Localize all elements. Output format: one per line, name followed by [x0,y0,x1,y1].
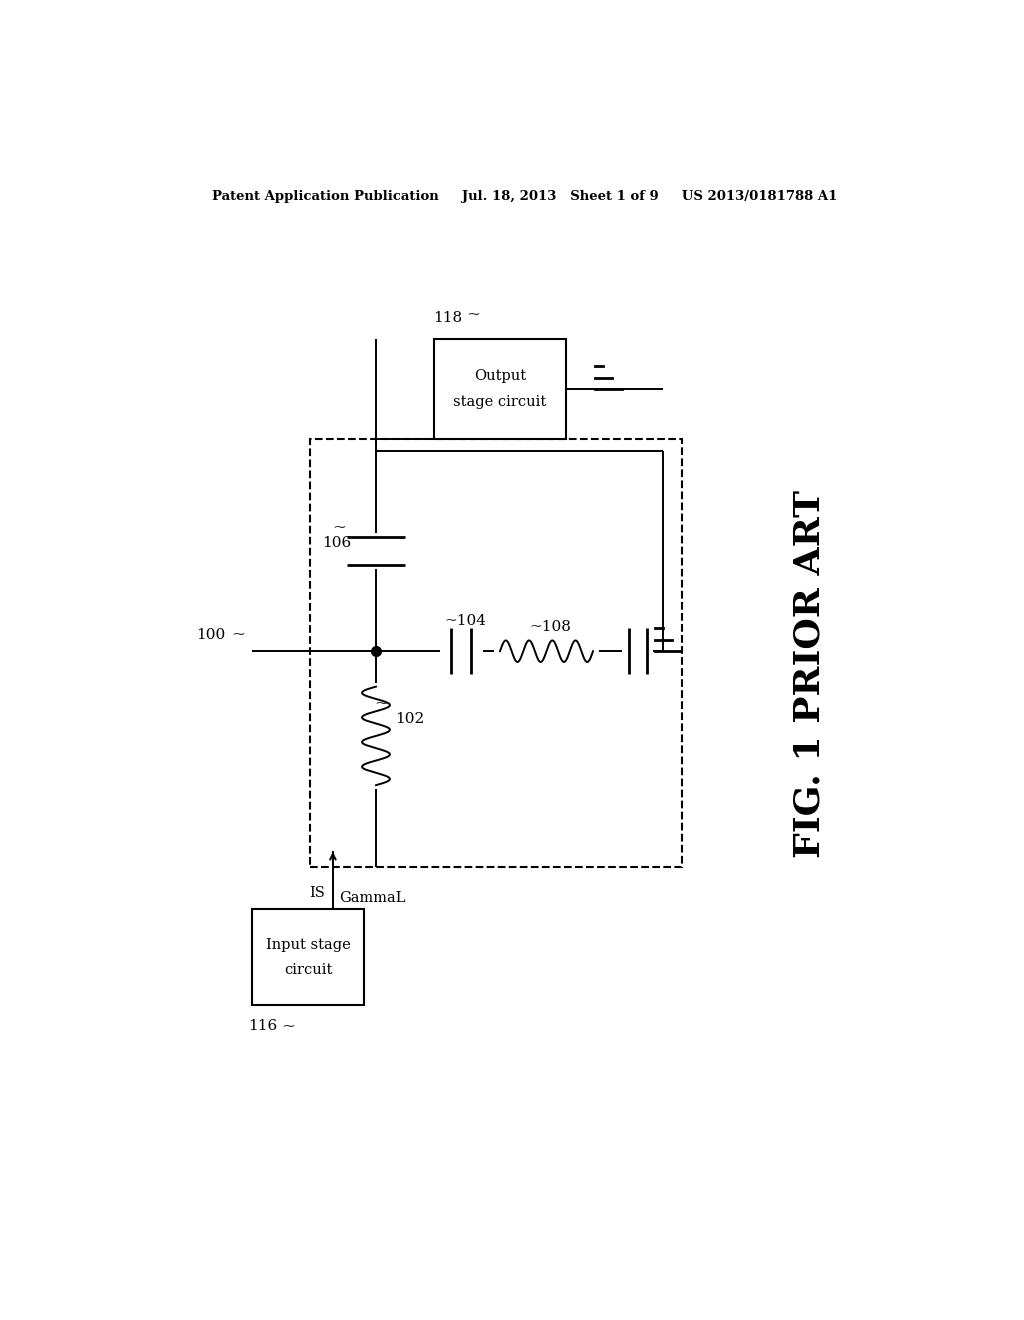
Text: 118: 118 [433,312,463,326]
Text: 116: 116 [248,1019,278,1034]
Text: ~: ~ [332,517,346,535]
Text: ~: ~ [282,1016,296,1034]
Text: ~108: ~108 [529,620,571,635]
Text: circuit: circuit [284,962,333,977]
Text: stage circuit: stage circuit [454,396,547,409]
Text: ~: ~ [231,624,245,642]
Text: ~: ~ [375,693,388,710]
Text: 100: 100 [196,628,225,642]
Text: IS: IS [309,886,326,900]
Text: GammaL: GammaL [339,891,406,906]
Bar [310,440,682,867]
Text: Patent Application Publication     Jul. 18, 2013   Sheet 1 of 9     US 2013/0181: Patent Application Publication Jul. 18, … [212,190,838,203]
Text: 106: 106 [322,536,351,550]
Text: Output: Output [474,370,526,383]
Bar [434,339,566,440]
Text: ~: ~ [467,305,480,322]
Bar [252,909,365,1006]
Text: ~104: ~104 [444,614,486,628]
Text: 102: 102 [395,711,425,726]
Text: FIG. 1 PRIOR ART: FIG. 1 PRIOR ART [793,490,827,858]
Text: Input stage: Input stage [266,937,350,952]
